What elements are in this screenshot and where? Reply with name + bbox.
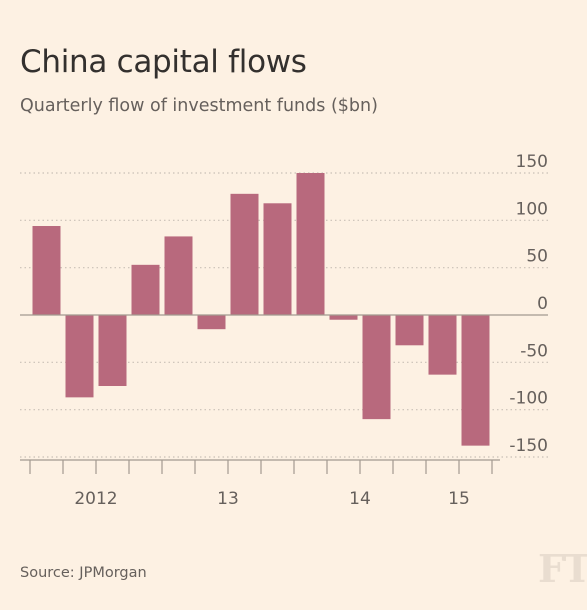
chart-title: China capital flows (20, 44, 307, 80)
y-tick-label: 150 (516, 152, 548, 172)
bar (131, 264, 160, 315)
y-tick-label: 50 (526, 247, 548, 267)
y-tick-label: -100 (509, 389, 548, 409)
bar (32, 226, 61, 315)
y-tick-label: 100 (516, 199, 548, 219)
x-tick-label: 2012 (74, 489, 117, 509)
bar-chart: 150 100 50 0 -50 -100 -150 2012 13 14 15 (20, 152, 548, 509)
y-tick-label: -150 (509, 436, 548, 456)
bar (395, 315, 424, 346)
y-tick-label: -50 (520, 341, 548, 361)
source-note: Source: JPMorgan (20, 565, 147, 581)
bar (65, 315, 94, 398)
x-tick-label: 14 (349, 489, 371, 509)
ft-logo: FT (538, 546, 587, 591)
bar (263, 203, 292, 315)
y-tick-label: 0 (537, 294, 548, 314)
x-tick-label: 13 (217, 489, 239, 509)
bar (296, 173, 325, 315)
bar (461, 315, 490, 446)
x-tick-label: 15 (448, 489, 470, 509)
bar (230, 193, 259, 315)
bar (362, 315, 391, 420)
bar (164, 236, 193, 315)
chart-subtitle: Quarterly flow of investment funds ($bn) (20, 96, 378, 116)
bar (428, 315, 457, 375)
bar (197, 315, 226, 330)
bar (98, 315, 127, 386)
bar (329, 315, 358, 320)
